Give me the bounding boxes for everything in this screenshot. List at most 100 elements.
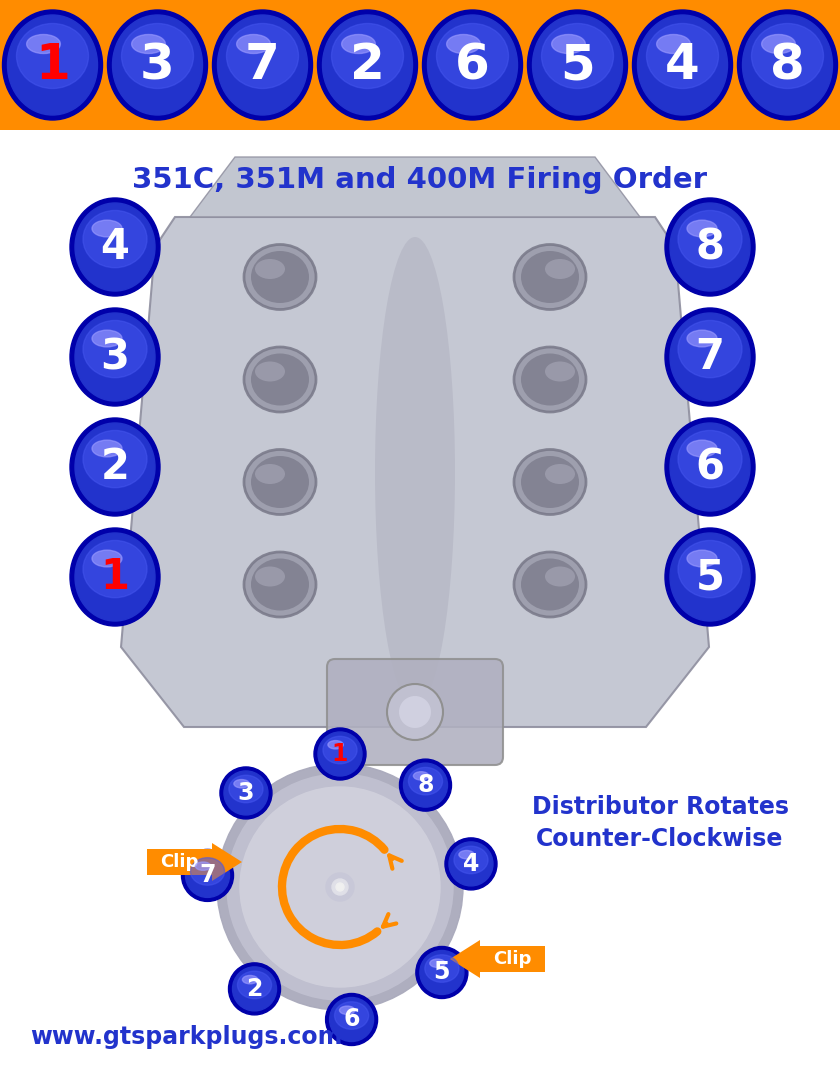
Text: 2: 2 xyxy=(246,977,263,1001)
Ellipse shape xyxy=(678,540,742,598)
Ellipse shape xyxy=(678,211,742,267)
FancyArrow shape xyxy=(450,940,545,978)
Ellipse shape xyxy=(132,35,165,53)
Ellipse shape xyxy=(243,975,258,984)
Ellipse shape xyxy=(762,35,795,53)
Ellipse shape xyxy=(430,959,445,967)
Text: 6: 6 xyxy=(344,1008,360,1032)
Ellipse shape xyxy=(665,308,755,407)
Ellipse shape xyxy=(75,203,155,291)
Circle shape xyxy=(416,947,468,999)
Circle shape xyxy=(233,966,276,1011)
Ellipse shape xyxy=(27,35,60,53)
Text: 4: 4 xyxy=(101,226,129,268)
Ellipse shape xyxy=(521,353,579,405)
Ellipse shape xyxy=(552,35,585,53)
FancyBboxPatch shape xyxy=(327,659,503,765)
Ellipse shape xyxy=(657,35,690,53)
Ellipse shape xyxy=(113,15,202,115)
Ellipse shape xyxy=(687,221,717,237)
Ellipse shape xyxy=(687,330,717,347)
Circle shape xyxy=(227,774,453,1000)
Circle shape xyxy=(329,998,374,1041)
Text: 8: 8 xyxy=(696,226,724,268)
Ellipse shape xyxy=(234,779,249,788)
Ellipse shape xyxy=(678,430,742,488)
Text: 1: 1 xyxy=(35,41,70,89)
Ellipse shape xyxy=(665,198,755,296)
Ellipse shape xyxy=(514,552,586,617)
Ellipse shape xyxy=(255,259,285,279)
Ellipse shape xyxy=(437,24,508,88)
Ellipse shape xyxy=(83,211,147,267)
Ellipse shape xyxy=(17,24,88,88)
Text: Clip: Clip xyxy=(160,853,199,871)
Ellipse shape xyxy=(92,330,122,347)
Ellipse shape xyxy=(454,846,488,874)
Ellipse shape xyxy=(425,954,459,983)
Ellipse shape xyxy=(687,440,717,457)
Ellipse shape xyxy=(459,850,475,859)
Ellipse shape xyxy=(423,10,522,120)
Ellipse shape xyxy=(545,259,575,279)
Circle shape xyxy=(318,732,362,776)
Text: 2: 2 xyxy=(101,446,129,488)
Ellipse shape xyxy=(521,559,579,611)
Text: 8: 8 xyxy=(770,41,805,89)
Circle shape xyxy=(186,853,229,898)
Text: 7: 7 xyxy=(199,863,216,887)
Text: 1: 1 xyxy=(332,742,349,766)
Ellipse shape xyxy=(70,528,160,626)
Ellipse shape xyxy=(244,552,316,617)
Circle shape xyxy=(387,684,443,740)
Circle shape xyxy=(228,963,281,1015)
Ellipse shape xyxy=(218,15,307,115)
Ellipse shape xyxy=(255,566,285,587)
Circle shape xyxy=(445,838,497,890)
Ellipse shape xyxy=(647,24,718,88)
Ellipse shape xyxy=(318,10,417,120)
Ellipse shape xyxy=(328,740,344,749)
Circle shape xyxy=(420,950,464,995)
Ellipse shape xyxy=(227,24,298,88)
Ellipse shape xyxy=(83,321,147,377)
Text: 7: 7 xyxy=(696,336,724,378)
Text: 5: 5 xyxy=(433,961,450,985)
Ellipse shape xyxy=(83,540,147,598)
Ellipse shape xyxy=(8,15,97,115)
Ellipse shape xyxy=(323,15,412,115)
FancyArrow shape xyxy=(147,844,242,880)
Circle shape xyxy=(240,787,440,987)
Ellipse shape xyxy=(542,24,613,88)
Text: 3: 3 xyxy=(140,41,175,89)
Ellipse shape xyxy=(670,423,750,511)
Bar xyxy=(0,0,840,130)
Ellipse shape xyxy=(244,347,316,412)
Ellipse shape xyxy=(122,24,193,88)
Circle shape xyxy=(326,994,378,1046)
Ellipse shape xyxy=(447,35,480,53)
Text: 7: 7 xyxy=(245,41,280,89)
Ellipse shape xyxy=(533,15,622,115)
Ellipse shape xyxy=(743,15,832,115)
Ellipse shape xyxy=(92,440,122,457)
Ellipse shape xyxy=(633,10,732,120)
Ellipse shape xyxy=(92,221,122,237)
Ellipse shape xyxy=(191,858,224,885)
Ellipse shape xyxy=(687,550,717,567)
Ellipse shape xyxy=(670,203,750,291)
Ellipse shape xyxy=(413,772,428,780)
Ellipse shape xyxy=(70,308,160,407)
Ellipse shape xyxy=(752,24,823,88)
Ellipse shape xyxy=(738,10,837,120)
Ellipse shape xyxy=(334,1002,369,1029)
Ellipse shape xyxy=(521,457,579,508)
Ellipse shape xyxy=(375,237,455,707)
Circle shape xyxy=(336,883,344,891)
Text: 3: 3 xyxy=(238,780,255,805)
Ellipse shape xyxy=(665,418,755,516)
Ellipse shape xyxy=(255,464,285,484)
Ellipse shape xyxy=(108,10,207,120)
Ellipse shape xyxy=(670,533,750,621)
Ellipse shape xyxy=(75,533,155,621)
